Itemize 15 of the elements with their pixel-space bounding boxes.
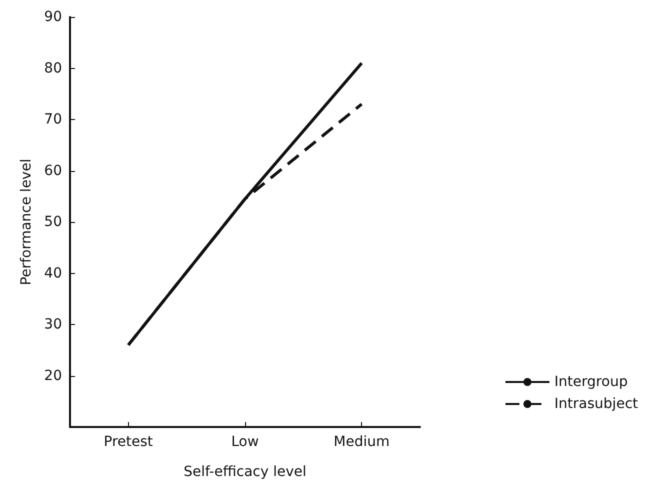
x-tick-label: Pretest [104, 434, 154, 450]
legend-label: Intrasubject [554, 396, 639, 412]
y-axis-title: Performance level [18, 158, 34, 286]
y-tick-label: 40 [44, 265, 62, 282]
x-tick-label: Low [231, 434, 259, 450]
x-axis-title: Self-efficacy level [184, 464, 306, 480]
y-tick-label: 90 [44, 9, 62, 25]
x-tick-label: Medium [334, 434, 390, 450]
legend-label: Intergroup [554, 374, 628, 390]
y-tick-label: 70 [44, 112, 62, 128]
y-tick-label: 60 [44, 162, 62, 179]
y-tick-label: 50 [44, 214, 62, 230]
y-tick-label: 30 [44, 316, 62, 332]
y-tick-label: 20 [44, 368, 62, 384]
y-tick-label: 80 [44, 60, 62, 76]
